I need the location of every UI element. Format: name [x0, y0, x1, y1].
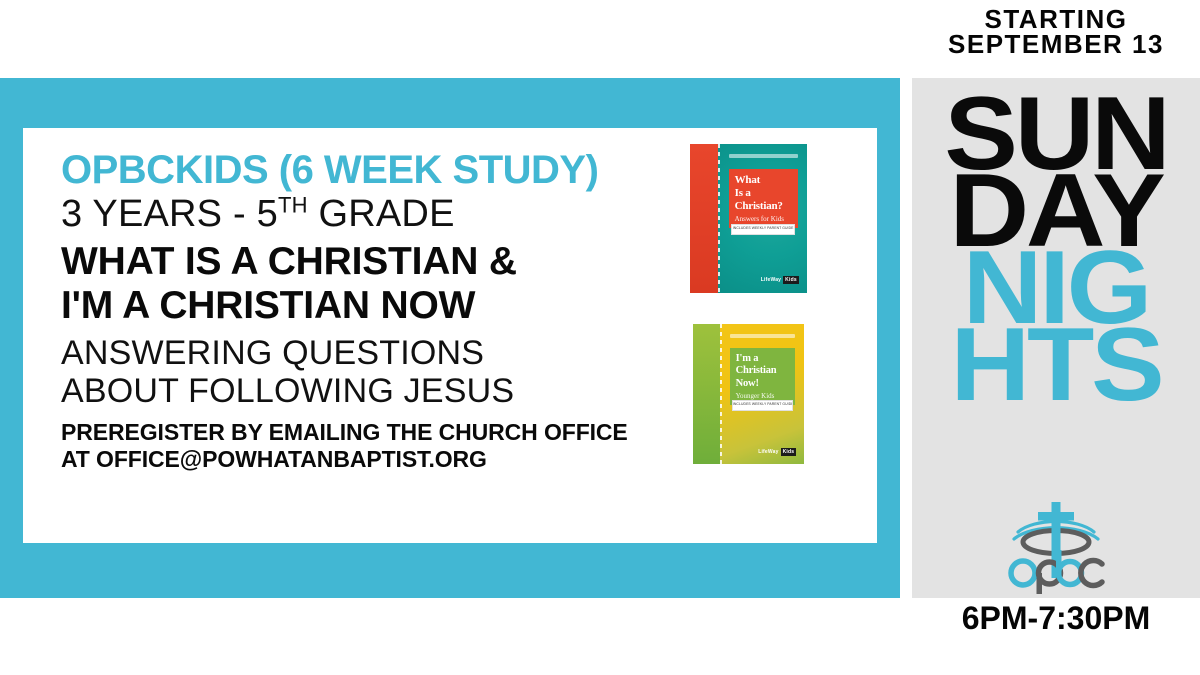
- wordmark-line-day: DAY: [949, 152, 1165, 269]
- heading-opbckids: OPBCKIDS (6 WEEK STUDY): [61, 148, 599, 192]
- opbc-logo-icon: [1008, 502, 1105, 594]
- left-white-card: OPBCKIDS (6 WEEK STUDY) 3 YEARS - 5TH GR…: [23, 128, 877, 543]
- age-range-prefix: 3 YEARS - 5: [61, 192, 278, 235]
- register-line-2: AT OFFICE@POWHATANBAPTIST.ORG: [61, 445, 487, 472]
- right-column: STARTING SEPTEMBER 13 SUN DAY NIG HTS: [912, 0, 1200, 675]
- book-cover-what-is-a-christian: What Is a Christian? Answers for Kids IN…: [690, 144, 807, 293]
- book-title-line-1: I'm a: [735, 352, 759, 364]
- book-title-plate: I'm a Christian Now! Younger Kids: [729, 347, 796, 406]
- starting-date: SEPTEMBER 13: [948, 29, 1164, 60]
- book-title-line-1: What: [734, 174, 761, 187]
- study-subtitle-line-1: ANSWERING QUESTIONS: [61, 333, 485, 372]
- wordmark-line-hts: HTS: [950, 306, 1165, 423]
- age-range-ordinal: TH: [277, 192, 308, 218]
- book-top-caption: [729, 333, 796, 338]
- study-subtitle-line-2: ABOUT FOLLOWING JESUS: [61, 371, 515, 410]
- age-range-line: 3 YEARS - 5TH GRADE: [61, 192, 661, 235]
- book-title-plate: What Is a Christian? Answers for Kids: [728, 169, 798, 229]
- wordmark-line-sun: SUN: [944, 76, 1170, 192]
- register-line-1: PREREGISTER BY EMAILING THE CHURCH OFFIC…: [61, 418, 628, 445]
- book-band-text: INCLUDES WEEKLY PARENT GUIDE: [732, 226, 794, 231]
- book-publisher-name: LifeWay: [760, 277, 782, 284]
- wordmark-line-nig: NIG: [962, 229, 1153, 346]
- book-cover-im-a-christian-now: I'm a Christian Now! Younger Kids INCLUD…: [693, 324, 804, 464]
- book-spine: [690, 144, 719, 293]
- opbc-logo: opbc: [994, 498, 1118, 594]
- study-title-line-1: WHAT IS A CHRISTIAN &: [61, 240, 517, 284]
- starting-label: STARTING: [984, 4, 1128, 34]
- book-band-text: INCLUDES WEEKLY PARENT GUIDE: [732, 401, 792, 406]
- book-parent-guide-band: INCLUDES WEEKLY PARENT GUIDE: [730, 224, 796, 236]
- left-teal-panel: OPBCKIDS (6 WEEK STUDY) 3 YEARS - 5TH GR…: [0, 78, 900, 598]
- event-time: 6PM-7:30PM: [961, 600, 1151, 636]
- book-publisher-logo: LifeWay Kids: [760, 276, 799, 285]
- starting-date-block: STARTING SEPTEMBER 13: [912, 4, 1200, 60]
- left-copy-block: OPBCKIDS (6 WEEK STUDY) 3 YEARS - 5TH GR…: [61, 150, 661, 473]
- book-subtitle: Younger Kids: [735, 391, 775, 400]
- right-gray-panel: SUN DAY NIG HTS: [912, 78, 1200, 598]
- book-title-line-3: Christian?: [734, 200, 783, 213]
- book-perforation: [718, 144, 721, 293]
- book-perforation: [719, 324, 722, 464]
- book-spine: [693, 324, 720, 464]
- book-parent-guide-band: INCLUDES WEEKLY PARENT GUIDE: [731, 399, 793, 411]
- sunday-nights-wordmark: SUN DAY NIG HTS: [912, 82, 1200, 417]
- book-subtitle: Answers for Kids: [734, 215, 784, 224]
- book-imprint-name: Kids: [783, 276, 799, 285]
- book-top-caption: [728, 154, 798, 159]
- book-title-line-3: Now!: [735, 377, 759, 389]
- book-imprint-name: Kids: [780, 447, 797, 456]
- age-range-suffix: GRADE: [307, 192, 455, 235]
- book-title-line-2: Christian: [735, 365, 777, 377]
- book-title-line-2: Is a: [734, 187, 751, 200]
- study-title-line-2: I'M A CHRISTIAN NOW: [61, 283, 476, 327]
- book-publisher-logo: LifeWay Kids: [758, 447, 797, 456]
- book-publisher-name: LifeWay: [758, 448, 779, 455]
